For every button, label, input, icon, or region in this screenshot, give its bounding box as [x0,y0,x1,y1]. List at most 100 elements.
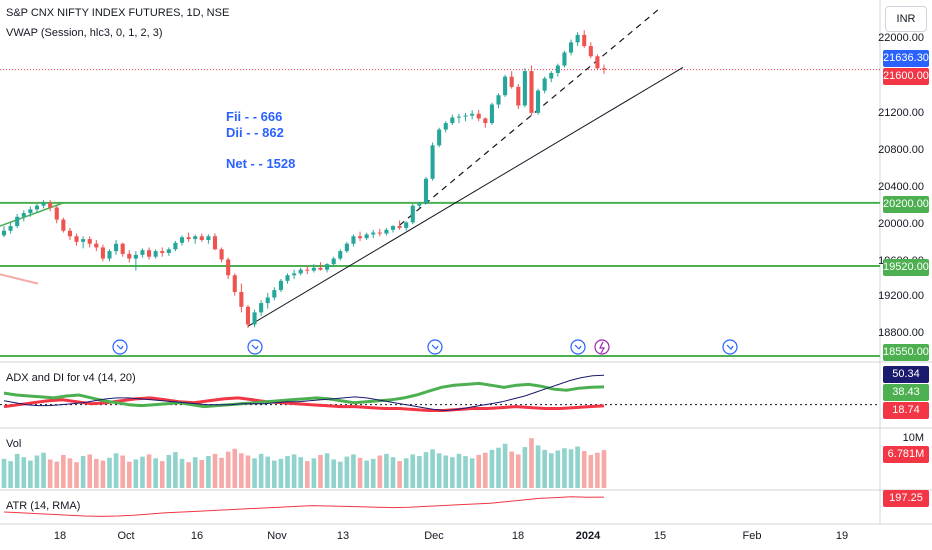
dividend-marker-icon [594,339,610,355]
volume-bar [285,456,290,488]
candle-body [278,280,283,291]
candle-body [140,250,145,255]
volume-panel-title[interactable]: Vol [6,438,22,450]
candle-body [338,251,343,259]
volume-bar [245,455,251,488]
volume-bar [581,451,587,488]
candle-body [305,269,310,271]
candle-body [443,123,448,130]
candle-body [147,250,152,257]
price-tick: 19200.00 [878,290,924,302]
candle-body [74,236,79,242]
volume-bar [463,456,468,488]
candle-body [127,253,132,259]
candle-body [417,203,422,206]
candle-body [160,251,165,253]
candle-body [28,209,33,214]
candle-body [509,76,514,87]
dii-annotation[interactable]: Dii - - 862 [226,125,284,140]
candle-body [516,86,521,106]
hline-tag-18550: 18550.00 [883,344,929,361]
candle-body [1,230,7,236]
candle-body [311,267,316,271]
volume-bar [575,446,580,488]
candle-body [595,56,600,69]
candle-body [463,115,468,117]
candle-body [199,236,204,240]
time-axis-label: Nov [267,530,287,542]
hline-tag-19520: 19520.00 [883,259,929,276]
volume-bar [476,454,482,488]
candle-body [562,52,567,66]
time-axis-label: Feb [742,530,762,542]
trend-line [247,66,684,327]
volume-bar [225,451,231,488]
volume-bar [469,458,475,488]
currency-button[interactable]: INR [885,6,927,32]
net-annotation[interactable]: Net - - 1528 [226,156,296,171]
volume-bar [450,457,455,488]
candle-body [166,249,171,253]
volume-bar [252,458,257,488]
volume-bar [140,456,145,488]
volume-bar [370,458,376,488]
candle-body [430,145,435,179]
candle-body [298,269,303,274]
volume-bar [377,455,383,488]
last-price-tag: 21636.30 [883,50,929,67]
volume-bar [298,457,304,488]
volume-bar [390,457,396,488]
atr-panel-title[interactable]: ATR (14, RMA) [6,500,81,512]
time-axis-label: 2024 [575,530,601,542]
volume-bar [107,457,112,488]
time-axis-label: Dec [424,530,444,542]
hline-tag-20200: 20200.00 [883,196,929,213]
volume-bar [120,455,125,488]
symbol-title[interactable]: S&P CNX NIFTY INDEX FUTURES, 1D, NSE [6,7,230,19]
volume-bar [304,461,310,488]
volume-bar [588,454,594,488]
price-tick: 20800.00 [878,144,924,156]
volume-bar [311,458,317,488]
candle-body [94,243,99,248]
candle-body [292,273,297,276]
volume-bar [1,458,7,488]
volume-bar [54,461,60,488]
volume-bar [403,458,409,488]
volume-bar [199,460,205,488]
volume-bar [496,447,501,488]
volume-bar [595,452,600,488]
volume-bar [192,457,198,488]
candle-body [206,236,211,240]
candle-body [107,251,112,259]
price-tick: 18800.00 [878,327,924,339]
candle-body [549,72,554,79]
candle-body [450,117,455,124]
volume-bar [61,454,66,488]
volume-bar [515,454,521,488]
candle-body [496,95,501,105]
adx-panel-title[interactable]: ADX and DI for v4 (14, 20) [6,372,136,384]
volume-bar [179,458,185,488]
volume-bar [239,453,244,488]
volume-bar [548,453,554,488]
volume-bar [384,453,389,488]
candle-body [15,216,20,227]
vwap-indicator-label[interactable]: VWAP (Session, hlc3, 0, 1, 2, 3) [6,27,163,39]
volume-bar [443,455,449,488]
candle-body [456,116,461,118]
candle-body [568,42,574,53]
fii-annotation[interactable]: Fii - - 666 [226,109,283,124]
adx-value-tag: 50.34 [883,366,929,383]
candle-body [555,65,560,73]
event-marker-arrow [116,344,124,350]
volume-bar [219,457,224,488]
volume-bar [212,453,218,488]
di-minus-line [3,396,605,412]
event-marker-arrow [251,344,259,350]
volume-bar [542,449,547,488]
volume-bar [67,458,73,488]
time-axis-label: 19 [835,530,849,542]
candle-body [252,312,257,325]
